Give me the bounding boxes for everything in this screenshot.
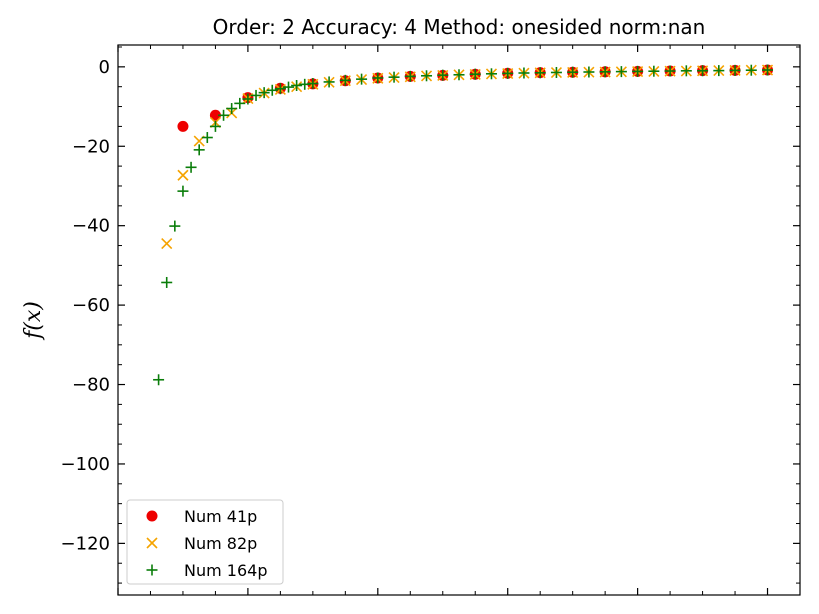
data-point: [250, 89, 262, 101]
chart-title: Order: 2 Accuracy: 4 Method: onesided no…: [213, 15, 706, 39]
data-point: [307, 78, 319, 90]
data-point: [339, 74, 351, 86]
legend-marker: [146, 510, 158, 522]
data-point: [266, 84, 278, 96]
data-point: [713, 65, 725, 77]
data-point: [388, 71, 400, 83]
legend-label: Num 82p: [184, 534, 257, 553]
data-point: [421, 70, 433, 82]
series-2: [161, 64, 774, 250]
legend-box: [126, 499, 284, 585]
data-point: [453, 69, 465, 81]
data-point: [697, 65, 709, 77]
data-point: [534, 67, 546, 79]
data-point: [518, 67, 530, 79]
series-3: [153, 64, 774, 386]
data-point: [242, 93, 254, 105]
x-marker-stroke: [146, 537, 158, 549]
data-point: [632, 65, 644, 77]
data-point: [169, 220, 181, 232]
data-point: [567, 66, 579, 78]
data-point: [209, 109, 221, 121]
y-tick-label: −120: [61, 533, 110, 554]
data-point: [274, 83, 286, 95]
data-point: [161, 276, 173, 288]
data-point: [234, 97, 246, 109]
data-point: [502, 67, 514, 79]
data-point: [153, 374, 165, 386]
data-point: [177, 120, 189, 132]
data-point: [185, 161, 197, 173]
data-point: [485, 68, 497, 80]
data-point: [161, 237, 173, 250]
y-tick-label: −20: [72, 136, 110, 157]
data-point: [258, 87, 270, 99]
y-axis-label: f(x): [21, 301, 46, 341]
data-point: [372, 72, 384, 84]
x-marker-stroke: [177, 169, 189, 181]
data-point: [664, 65, 676, 77]
legend-marker: [146, 564, 158, 576]
data-point: [745, 64, 757, 76]
data-point: [404, 70, 416, 82]
data-marks: [153, 64, 774, 386]
y-tick-label: −60: [72, 295, 110, 316]
y-tick-label: −100: [61, 454, 110, 475]
data-point: [177, 185, 189, 197]
data-point: [226, 103, 238, 115]
data-point: [356, 73, 368, 85]
data-point: [218, 109, 230, 121]
x-marker-stroke: [161, 237, 173, 250]
data-point: [193, 144, 205, 156]
data-point: [469, 68, 481, 80]
legend-label: Num 41p: [184, 507, 257, 526]
data-point: [437, 69, 449, 81]
legend-label: Num 164p: [184, 561, 267, 580]
y-tick-label: 0: [99, 57, 110, 78]
data-point: [729, 64, 741, 76]
legend-marker: [146, 537, 158, 549]
data-point: [648, 65, 660, 77]
data-point: [283, 81, 294, 93]
data-point: [680, 65, 692, 77]
data-point: [550, 66, 562, 78]
data-point: [209, 120, 221, 132]
data-point: [201, 132, 213, 144]
data-point: [599, 66, 611, 78]
y-tick-label: −40: [72, 216, 110, 237]
data-point: [291, 80, 303, 92]
data-point: [583, 66, 595, 78]
legend: Num 41p Num 82p Num 164p: [126, 499, 284, 585]
y-tick-label: −80: [72, 375, 110, 396]
data-point: [615, 66, 627, 78]
data-point: [177, 169, 189, 181]
plot-area: [117, 44, 801, 596]
data-point: [323, 76, 335, 88]
data-point: [762, 64, 774, 76]
axis-ticks: 0 −20 −40 −60 −80 −100 −120: [61, 45, 800, 595]
